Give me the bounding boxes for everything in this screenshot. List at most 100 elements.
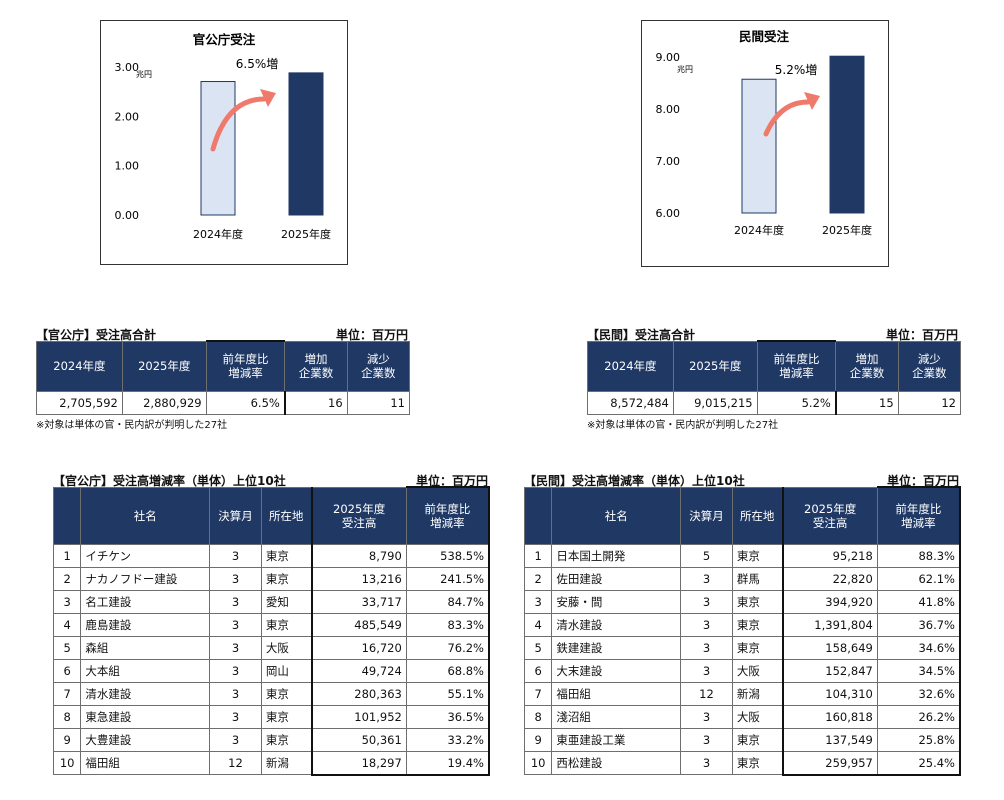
ranking-private-header-amount-label: 2025年度 受注高 — [804, 501, 857, 530]
month-cell: 3 — [680, 658, 733, 683]
amount-cell: 13,216 — [310, 566, 407, 591]
table-row: 6 大末建設 3 大阪 152,847 34.5% — [523, 658, 961, 683]
rank-cell: 9 — [523, 727, 553, 752]
summary-public-header-decrease: 減少 企業数 — [346, 340, 411, 392]
rank-cell: 3 — [523, 589, 553, 614]
summary-public-header-decrease-label: 減少 企業数 — [361, 352, 396, 380]
company-cell: 大本組 — [80, 658, 211, 683]
table-row: 6 大本組 3 岡山 49,724 68.8% — [52, 658, 490, 683]
summary-public-header-rate-label: 前年度比 増減率 — [222, 352, 269, 381]
y-tick-label: 6.00 — [656, 207, 681, 220]
summary-private-title: 【民間】受注高合計 — [587, 328, 696, 342]
amount-cell: 152,847 — [781, 658, 878, 683]
location-cell: 東京 — [260, 612, 313, 637]
company-cell: 日本国土開発 — [551, 543, 682, 568]
rate-cell: 25.8% — [876, 727, 961, 752]
company-cell: 東急建設 — [80, 704, 211, 729]
company-cell: 安藤・間 — [551, 589, 682, 614]
amount-cell: 137,549 — [781, 727, 878, 752]
amount-cell: 8,790 — [310, 543, 407, 568]
location-cell: 東京 — [260, 566, 313, 591]
month-cell: 12 — [680, 681, 733, 706]
amount-cell: 485,549 — [310, 612, 407, 637]
y-tick-label: 2.00 — [115, 110, 140, 123]
summary-private-unit: 単位：百万円 — [885, 328, 958, 342]
rank-cell: 4 — [523, 612, 553, 637]
ranking-private-table: 社名 決算月 所在地 2025年度 受注高 前年度比 増減率 1 日本国土開発 5 東… — [523, 486, 961, 776]
month-cell: 3 — [209, 658, 262, 683]
amount-cell: 16,720 — [310, 635, 407, 660]
category-label: 2024年度 — [734, 223, 784, 237]
company-cell: 鹿島建設 — [80, 612, 211, 637]
summary-public-cell-decrease: 11 — [346, 390, 411, 415]
rate-cell: 538.5% — [405, 543, 490, 568]
summary-public-header-2025: 2025年度 — [121, 340, 207, 392]
month-cell: 3 — [680, 750, 733, 775]
rank-cell: 7 — [52, 681, 82, 706]
y-tick-label: 9.00 — [656, 51, 681, 64]
ranking-public-header-amount-label: 2025年度 受注高 — [333, 501, 386, 530]
summary-private-header-rate-label: 前年度比 増減率 — [773, 352, 820, 381]
y-tick-label: 8.00 — [656, 103, 681, 116]
summary-public-table: 2024年度 2025年度 前年度比 増減率 増加 企業数 減少 企業数 2,7… — [36, 340, 411, 415]
bar-2025年度 — [288, 72, 324, 216]
location-cell: 東京 — [731, 635, 784, 660]
rate-cell: 36.7% — [876, 612, 961, 637]
rate-cell: 41.8% — [876, 589, 961, 614]
rank-cell: 10 — [523, 750, 553, 775]
chart-title: 民間受注 — [739, 29, 790, 44]
summary-private-header-decrease: 減少 企業数 — [897, 340, 962, 392]
month-cell: 5 — [680, 543, 733, 568]
company-cell: 福田組 — [551, 681, 682, 706]
company-cell: 森組 — [80, 635, 211, 660]
summary-private-note: ※対象は単体の官・民内訳が判明した27社 — [587, 420, 779, 431]
bar-2025年度 — [829, 55, 865, 214]
amount-cell: 22,820 — [781, 566, 878, 591]
rate-cell: 34.6% — [876, 635, 961, 660]
ranking-public-header-amount: 2025年度 受注高 — [310, 486, 407, 545]
company-cell: 清水建設 — [80, 681, 211, 706]
ranking-public-header-company: 社名 — [80, 486, 211, 545]
company-cell: 名工建設 — [80, 589, 211, 614]
rank-cell: 9 — [52, 727, 82, 752]
company-cell: ナカノフドー建設 — [80, 566, 211, 591]
summary-private-header-decrease-label: 減少 企業数 — [912, 352, 947, 380]
rank-cell: 2 — [52, 566, 82, 591]
amount-cell: 280,363 — [310, 681, 407, 706]
y-unit-label: 兆円 — [136, 69, 152, 79]
summary-private-header-rate: 前年度比 増減率 — [756, 340, 837, 392]
rank-cell: 6 — [523, 658, 553, 683]
rank-cell: 10 — [52, 750, 82, 775]
table-row: 5 森組 3 大阪 16,720 76.2% — [52, 635, 490, 660]
amount-cell: 158,649 — [781, 635, 878, 660]
ranking-private-header-rank — [523, 486, 553, 545]
location-cell: 愛知 — [260, 589, 313, 614]
ranking-private-header-company: 社名 — [551, 486, 682, 545]
table-row: 5 鉄建建設 3 東京 158,649 34.6% — [523, 635, 961, 660]
rate-cell: 19.4% — [405, 750, 490, 776]
summary-private-cell-2024: 8,572,484 — [587, 390, 674, 415]
company-cell: イチケン — [80, 543, 211, 568]
summary-public-title: 【官公庁】受注高合計 — [36, 328, 157, 342]
month-cell: 3 — [209, 589, 262, 614]
summary-public-header-rate: 前年度比 増減率 — [205, 340, 286, 392]
table-row: 1 日本国土開発 5 東京 95,218 88.3% — [523, 543, 961, 568]
location-cell: 大阪 — [731, 704, 784, 729]
rank-cell: 5 — [52, 635, 82, 660]
company-cell: 清水建設 — [551, 612, 682, 637]
ranking-private-title: 【民間】受注高増減率（単体）上位10社 — [524, 474, 745, 488]
category-label: 2024年度 — [193, 227, 243, 241]
summary-public-header-increase-label: 増加 企業数 — [298, 352, 334, 380]
summary-public-cell-increase: 16 — [284, 390, 348, 415]
ranking-private-header-rate-label: 前年度比 増減率 — [895, 501, 942, 530]
rate-cell: 76.2% — [405, 635, 490, 660]
location-cell: 東京 — [731, 589, 784, 614]
month-cell: 3 — [680, 704, 733, 729]
table-row: 7 清水建設 3 東京 280,363 55.1% — [52, 681, 490, 706]
summary-private-header-2025: 2025年度 — [672, 340, 758, 392]
month-cell: 3 — [680, 635, 733, 660]
rank-cell: 6 — [52, 658, 82, 683]
amount-cell: 50,361 — [310, 727, 407, 752]
